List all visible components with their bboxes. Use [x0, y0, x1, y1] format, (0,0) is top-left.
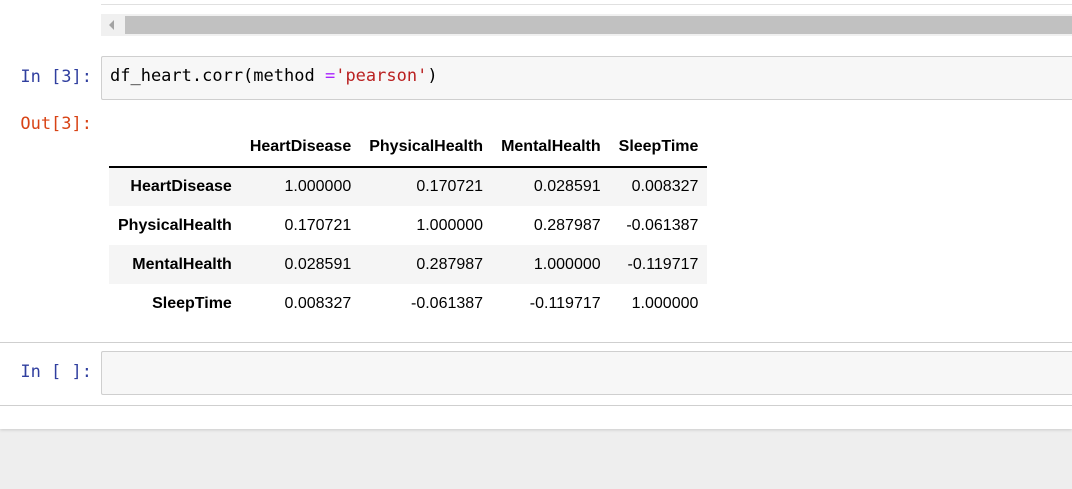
column-header: SleepTime [609, 128, 708, 168]
in-prompt-empty: In [ ]: [20, 362, 92, 382]
table-cell: 1.000000 [533, 255, 601, 273]
code-call: df_heart.corr( [110, 66, 254, 86]
code-param: method [253, 66, 325, 86]
table-cell: 0.170721 [284, 216, 352, 234]
row-header: HeartDisease [130, 178, 232, 195]
table-cell: 0.008327 [284, 294, 352, 312]
table-cell: 0.287987 [533, 216, 601, 234]
table-corner-header [109, 128, 241, 168]
code-text[interactable]: df_heart.corr(method ='pearson') [110, 66, 438, 86]
out-prompt: Out[3]: [20, 114, 92, 134]
code-input-cell[interactable]: df_heart.corr(method ='pearson') [101, 56, 1072, 100]
table-cell: 0.028591 [284, 255, 352, 273]
code-close: ) [427, 66, 438, 86]
notebook-container: In [3]: df_heart.corr(method ='pearson')… [0, 0, 1072, 429]
table-cell: 0.170721 [416, 178, 484, 195]
column-header: MentalHealth [492, 128, 610, 168]
table-cell: 1.000000 [284, 178, 352, 195]
cell-divider [0, 405, 1072, 406]
table-row: PhysicalHealth 0.170721 1.000000 0.28798… [109, 206, 707, 245]
table-row: SleepTime 0.008327 -0.061387 -0.119717 1… [109, 284, 707, 323]
table-row: MentalHealth 0.028591 0.287987 1.000000 … [109, 245, 708, 284]
row-header: PhysicalHealth [118, 216, 232, 234]
horizontal-scrollbar[interactable] [101, 14, 1072, 36]
table-cell: 1.000000 [416, 216, 484, 234]
column-header: PhysicalHealth [360, 128, 493, 168]
cell-divider [0, 342, 1072, 343]
table-cell: -0.061387 [626, 216, 699, 234]
table-header-row: HeartDisease PhysicalHealth MentalHealth… [109, 128, 708, 168]
table-cell: 0.028591 [533, 178, 601, 195]
table-row: HeartDisease 1.000000 0.170721 0.028591 … [109, 167, 708, 206]
code-string: 'pearson' [335, 66, 428, 86]
row-header: MentalHealth [132, 255, 232, 273]
column-header: HeartDisease [240, 128, 361, 168]
table-cell: -0.061387 [411, 294, 484, 312]
previous-cell-bottom [101, 0, 1072, 5]
empty-code-input-cell[interactable] [101, 351, 1072, 395]
table-cell: 0.008327 [631, 178, 699, 195]
table-cell: -0.119717 [529, 294, 601, 312]
table-cell: 1.000000 [631, 294, 699, 312]
correlation-table: HeartDisease PhysicalHealth MentalHealth… [109, 128, 708, 323]
table-cell: -0.119717 [627, 255, 699, 273]
scrollbar-thumb[interactable] [125, 16, 1072, 34]
in-prompt: In [3]: [20, 67, 92, 87]
row-header: SleepTime [152, 294, 232, 312]
scroll-left-arrow-icon[interactable] [101, 14, 123, 36]
table-cell: 0.287987 [416, 255, 484, 273]
code-operator: = [324, 66, 336, 86]
